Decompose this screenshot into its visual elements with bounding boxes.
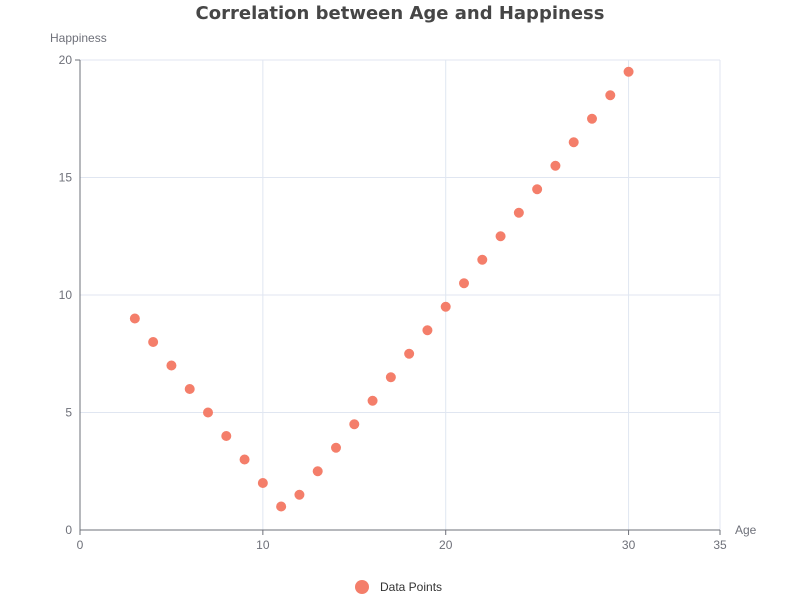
- data-point[interactable]: [550, 160, 561, 171]
- data-point[interactable]: [495, 231, 506, 242]
- data-point[interactable]: [148, 337, 159, 347]
- x-tick-label: 10: [256, 538, 270, 552]
- x-tick-label: 20: [439, 538, 453, 552]
- data-point[interactable]: [331, 442, 341, 453]
- axes: 0 5 10 15 20 0 10 20 30 35: [59, 53, 727, 552]
- data-point[interactable]: [221, 431, 232, 441]
- data-point[interactable]: [587, 113, 597, 124]
- y-tick-label: 15: [59, 171, 73, 185]
- data-point[interactable]: [239, 454, 250, 465]
- data-point[interactable]: [404, 348, 415, 359]
- data-point[interactable]: [184, 384, 195, 394]
- y-tick-label: 20: [59, 53, 73, 67]
- data-point[interactable]: [276, 501, 287, 512]
- x-axis-label: Age: [735, 523, 757, 537]
- data-point[interactable]: [568, 137, 579, 148]
- data-point[interactable]: [349, 419, 360, 430]
- y-axis-label: Happiness: [50, 31, 107, 45]
- data-point[interactable]: [166, 360, 177, 371]
- data-point[interactable]: [477, 254, 488, 265]
- data-point[interactable]: [294, 489, 305, 500]
- x-tick-label: 0: [77, 538, 84, 552]
- legend-label[interactable]: Data Points: [380, 580, 442, 594]
- data-point[interactable]: [623, 66, 634, 77]
- legend[interactable]: Data Points: [355, 580, 442, 594]
- data-point[interactable]: [385, 372, 396, 383]
- y-tick-label: 5: [65, 406, 72, 420]
- grid: [80, 59, 721, 530]
- data-point[interactable]: [312, 466, 323, 477]
- y-tick-label: 10: [59, 288, 73, 302]
- data-point[interactable]: [532, 184, 543, 195]
- data-point[interactable]: [129, 313, 140, 324]
- legend-marker-icon[interactable]: [355, 580, 369, 594]
- chart-title: Correlation between Age and Happiness: [196, 3, 605, 24]
- data-points: [129, 66, 634, 512]
- data-point[interactable]: [257, 478, 268, 488]
- data-point[interactable]: [605, 90, 616, 101]
- data-point[interactable]: [513, 207, 524, 218]
- x-tick-label: 30: [622, 538, 636, 552]
- data-point[interactable]: [422, 325, 433, 336]
- data-point[interactable]: [440, 301, 451, 312]
- data-point[interactable]: [203, 407, 213, 418]
- x-tick-label: 35: [713, 538, 727, 552]
- data-point[interactable]: [459, 278, 469, 289]
- y-tick-label: 0: [65, 523, 72, 537]
- data-point[interactable]: [367, 395, 378, 406]
